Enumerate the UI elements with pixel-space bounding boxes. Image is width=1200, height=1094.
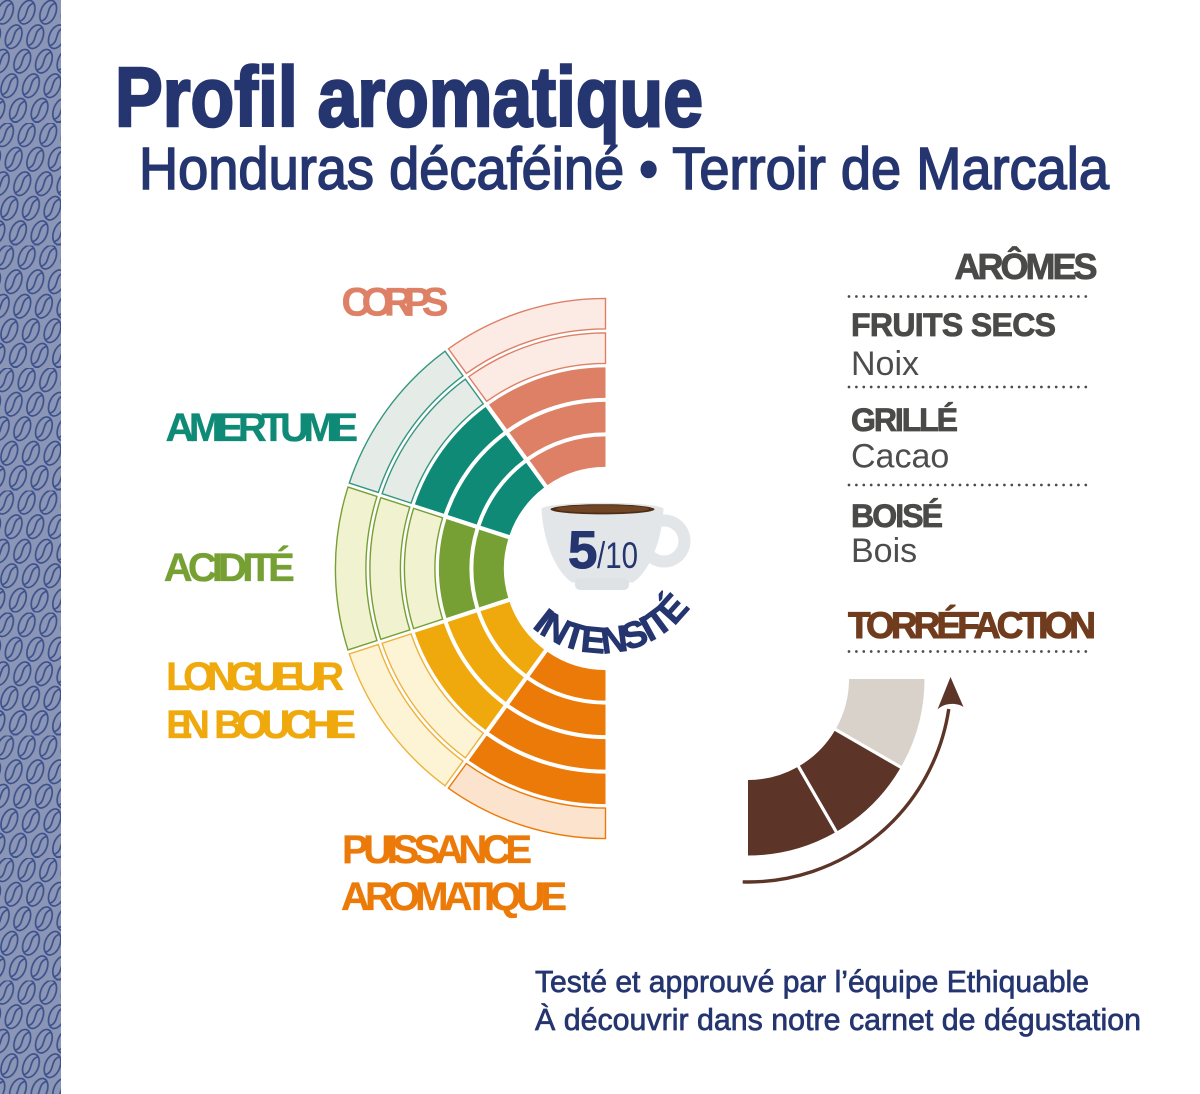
svg-text:Honduras décaféiné • Terroir d: Honduras décaféiné • Terroir de Marcala	[139, 136, 1109, 202]
svg-text:TORRÉFACTION: TORRÉFACTION	[848, 605, 1096, 646]
svg-text:Bois: Bois	[851, 532, 917, 570]
svg-text:CORPS: CORPS	[342, 281, 449, 325]
svg-text:Profil aromatique: Profil aromatique	[115, 50, 703, 144]
svg-text:GRILLÉ: GRILLÉ	[851, 402, 958, 438]
svg-text:BOUCHE: BOUCHE	[214, 703, 356, 747]
svg-text:FRUITS SECS: FRUITS SECS	[851, 307, 1056, 343]
svg-text:Noix: Noix	[851, 345, 919, 383]
svg-text:PUISSANCE: PUISSANCE	[342, 828, 532, 872]
svg-text:BOISÉ: BOISÉ	[851, 498, 943, 534]
svg-text:EN: EN	[166, 703, 210, 747]
svg-text:À découvrir dans notre carnet: À découvrir dans notre carnet de dégusta…	[535, 1002, 1141, 1037]
svg-text:Cacao: Cacao	[851, 438, 949, 476]
svg-text:AROMATIQUE: AROMATIQUE	[341, 875, 567, 919]
svg-text:AMERTUME: AMERTUME	[166, 406, 359, 450]
svg-text:LONGUEUR: LONGUEUR	[166, 655, 344, 699]
svg-text:/10: /10	[597, 535, 638, 576]
svg-text:E: E	[579, 619, 607, 662]
svg-text:ARÔMES: ARÔMES	[955, 245, 1098, 287]
svg-text:N: N	[598, 618, 630, 662]
svg-text:Testé et approuvé par l’équipe: Testé et approuvé par l’équipe Ethiquabl…	[535, 964, 1089, 999]
svg-text:ACIDITÉ: ACIDITÉ	[164, 545, 295, 590]
svg-text:5: 5	[568, 521, 597, 580]
